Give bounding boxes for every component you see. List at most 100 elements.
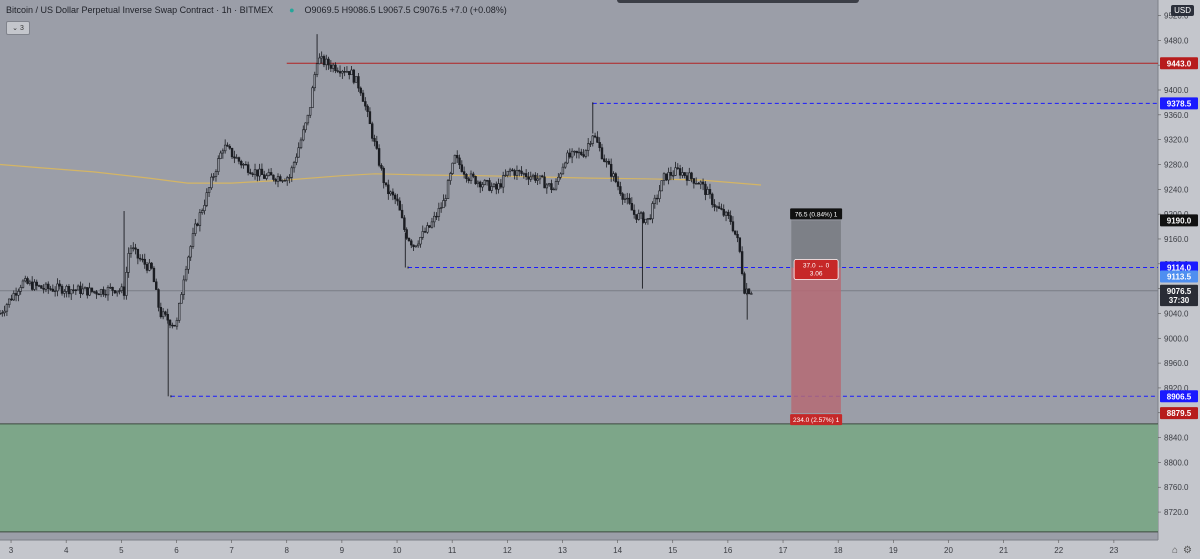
- candle-body: [683, 172, 686, 176]
- candle-body: [541, 175, 544, 178]
- candle-body: [538, 175, 542, 180]
- candle-body: [419, 237, 422, 245]
- candle-body: [407, 238, 411, 242]
- candle-body: [506, 170, 509, 176]
- candle-body: [0, 313, 2, 315]
- candle-body: [267, 172, 271, 176]
- position-target-label: 76.5 (0.84%) 1: [790, 208, 843, 220]
- candle-body: [596, 136, 599, 143]
- candle-body: [694, 183, 698, 185]
- candle-body: [504, 174, 507, 177]
- candle-body: [426, 225, 429, 233]
- candle-body: [366, 105, 369, 112]
- candle-body: [136, 248, 140, 259]
- symbol-title[interactable]: Bitcoin / US Dollar Perpetual Inverse Sw…: [6, 5, 274, 15]
- candle-body: [19, 287, 22, 292]
- candle-body: [33, 281, 36, 290]
- candle-body: [51, 288, 55, 292]
- axis-price-label-text: 9378.5: [1167, 99, 1192, 108]
- candle-body: [47, 283, 50, 289]
- candle-body: [175, 320, 179, 327]
- entry-label-line2: 3.06: [810, 271, 823, 278]
- candle-body: [637, 213, 640, 220]
- candle-body: [325, 58, 328, 66]
- candle-body: [564, 162, 567, 168]
- candle-body: [570, 150, 574, 158]
- indicators-collapse-button[interactable]: ⌄ 3: [6, 21, 30, 35]
- candle-body: [561, 166, 565, 175]
- candle-body: [210, 176, 213, 189]
- candle-body: [341, 71, 344, 74]
- price-tick-label: 8800.0: [1164, 458, 1189, 467]
- candle-body: [508, 169, 512, 172]
- candle-body: [711, 193, 714, 205]
- candle-body: [405, 229, 408, 239]
- candle-body: [522, 173, 526, 175]
- axis-price-label: 9113.5: [1160, 270, 1198, 283]
- candle-body: [747, 288, 751, 295]
- time-tick-label: 6: [174, 546, 179, 555]
- candle-body: [720, 208, 723, 210]
- price-tick-label: 9040.0: [1164, 309, 1189, 318]
- time-tick-label: 20: [944, 546, 953, 555]
- candle-body: [449, 173, 452, 181]
- time-tick-label: 4: [64, 546, 69, 555]
- candle-body: [662, 173, 666, 181]
- candle-body: [701, 181, 705, 185]
- candle-body: [600, 147, 604, 160]
- candle-body: [566, 152, 569, 164]
- candle-body: [168, 319, 172, 326]
- axis-price-label: 9190.0: [1160, 214, 1198, 227]
- candle-body: [115, 290, 119, 294]
- candle-body: [226, 144, 229, 147]
- time-tick-label: 11: [448, 546, 457, 555]
- candle-body: [389, 191, 392, 195]
- candle-body: [189, 246, 192, 258]
- time-axis: [0, 540, 1200, 559]
- candle-body: [233, 156, 236, 159]
- candle-body: [545, 184, 549, 189]
- candle-body: [359, 87, 362, 94]
- candle-body: [212, 176, 215, 178]
- candle-body: [481, 184, 484, 188]
- currency-button[interactable]: USD: [1171, 5, 1194, 16]
- price-tick-label: 8960.0: [1164, 359, 1189, 368]
- candle-body: [423, 231, 427, 233]
- candle-body: [589, 143, 592, 145]
- candle-body: [3, 310, 6, 314]
- settings-gear-icon[interactable]: ⚙: [1183, 545, 1192, 556]
- price-tick-label: 9400.0: [1164, 86, 1189, 95]
- candle-body: [5, 304, 9, 312]
- candle-body: [40, 285, 43, 289]
- time-tick-label: 12: [503, 546, 512, 555]
- candle-body: [727, 211, 730, 216]
- candle-body: [437, 208, 441, 217]
- candle-body: [467, 178, 470, 181]
- candle-body: [318, 57, 321, 65]
- candle-body: [134, 247, 137, 250]
- axis-price-label: 9378.5: [1160, 97, 1198, 110]
- time-tick-label: 21: [999, 546, 1008, 555]
- candle-body: [37, 285, 41, 287]
- candle-body: [371, 123, 374, 139]
- time-tick-label: 18: [834, 546, 843, 555]
- moving-average-line: [0, 163, 762, 186]
- price-tick-label: 9360.0: [1164, 111, 1189, 120]
- candle-body: [187, 256, 190, 270]
- candle-body: [242, 164, 245, 166]
- candle-body: [21, 280, 25, 288]
- candle-body: [322, 56, 326, 66]
- top-toolbar-handle[interactable]: [617, 0, 859, 3]
- candle-body: [361, 92, 365, 102]
- candle-body: [435, 215, 438, 218]
- candle-body: [591, 135, 594, 144]
- candle-body: [258, 168, 261, 177]
- price-tick-label: 8720.0: [1164, 508, 1189, 517]
- candle-body: [24, 278, 27, 282]
- auto-scale-icon[interactable]: ⌂: [1171, 545, 1178, 556]
- candles-group: [0, 34, 753, 397]
- candle-body: [416, 243, 420, 247]
- candle-body: [191, 233, 195, 247]
- candle-body: [373, 138, 376, 142]
